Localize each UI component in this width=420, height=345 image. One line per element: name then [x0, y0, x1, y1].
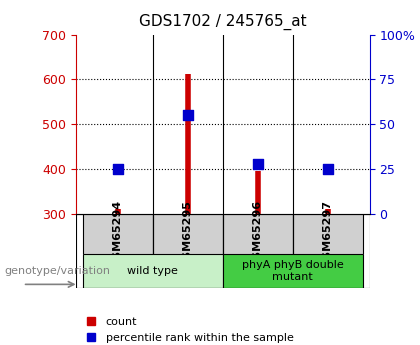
FancyBboxPatch shape [293, 214, 362, 254]
Text: GSM65297: GSM65297 [323, 200, 333, 267]
Text: phyA phyB double
mutant: phyA phyB double mutant [242, 260, 344, 282]
FancyBboxPatch shape [223, 214, 293, 254]
FancyBboxPatch shape [152, 214, 223, 254]
Text: GSM65295: GSM65295 [183, 200, 193, 267]
Point [114, 166, 121, 172]
Text: GSM65294: GSM65294 [113, 200, 123, 267]
Legend: count, percentile rank within the sample: count, percentile rank within the sample [81, 313, 298, 345]
Text: wild type: wild type [127, 266, 178, 276]
Point [184, 112, 191, 118]
FancyBboxPatch shape [83, 254, 223, 288]
FancyBboxPatch shape [223, 254, 362, 288]
Text: GSM65296: GSM65296 [252, 200, 262, 267]
FancyBboxPatch shape [83, 214, 152, 254]
Point [324, 166, 331, 172]
Text: genotype/variation: genotype/variation [4, 266, 110, 276]
Title: GDS1702 / 245765_at: GDS1702 / 245765_at [139, 14, 307, 30]
Point [254, 161, 261, 166]
